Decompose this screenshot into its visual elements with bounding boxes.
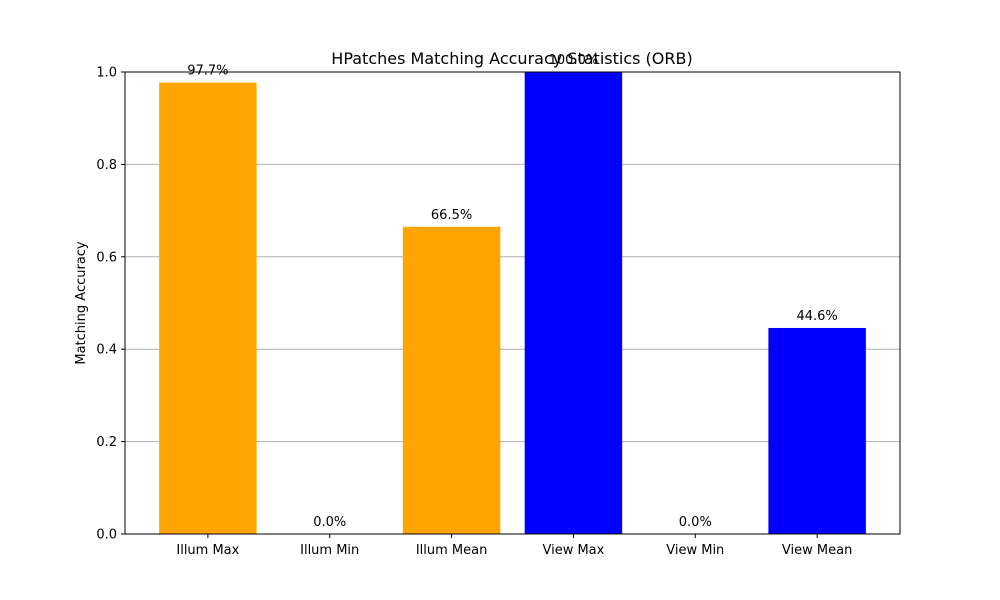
x-tick-label: View Mean — [782, 543, 852, 558]
bar-value-label: 100.0% — [549, 53, 599, 68]
bar-value-label: 0.0% — [313, 515, 346, 530]
bar — [159, 82, 257, 534]
x-tick-label: View Min — [666, 543, 724, 558]
bar — [402, 226, 501, 534]
chart-title: HPatches Matching Accuracy Statistics (O… — [331, 49, 692, 68]
y-axis-label: Matching Accuracy — [74, 241, 89, 365]
y-tick-label: 0.8 — [96, 158, 117, 173]
bar-value-labels: 97.7% 0.0% 66.5% 100.0% 0.0% 44.6% — [187, 53, 838, 530]
plot-frame — [124, 71, 901, 535]
x-tick-label: View Max — [542, 543, 604, 558]
y-tick-label: 1.0 — [96, 66, 117, 81]
x-tick-label: Illum Min — [300, 543, 359, 558]
y-tick-label: 0.6 — [96, 250, 117, 265]
bar — [524, 72, 623, 534]
y-tick-label: 0.4 — [96, 343, 117, 358]
y-tick-label: 0.0 — [96, 528, 117, 543]
bar — [768, 327, 866, 534]
bar-value-label: 97.7% — [187, 64, 228, 79]
bars-group — [159, 72, 866, 534]
y-tick-label: 0.2 — [96, 435, 117, 450]
y-axis-ticks: 0.0 0.2 0.4 0.6 0.8 1.0 — [96, 66, 125, 543]
x-tick-label: Illum Max — [176, 543, 239, 558]
bar-value-label: 44.6% — [796, 309, 837, 324]
x-tick-label: Illum Mean — [416, 543, 488, 558]
bar-value-label: 0.0% — [679, 515, 712, 530]
x-axis-ticks: Illum Max Illum Min Illum Mean View Max View… — [176, 534, 852, 558]
bar-value-label: 66.5% — [431, 208, 472, 223]
